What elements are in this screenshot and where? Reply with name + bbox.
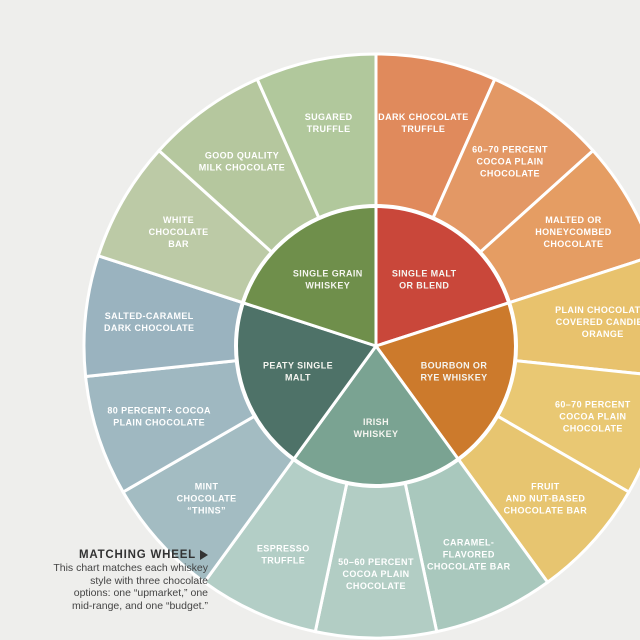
chocolate-label-line: CHOCOLATE [563, 423, 623, 433]
chocolate-label-line: 80 PERCENT+ COCOA [107, 405, 211, 415]
chocolate-label-line: AND NUT-BASED [506, 494, 586, 504]
chocolate-label-line: FLAVORED [443, 549, 495, 559]
chocolate-label-line: ORANGE [582, 329, 624, 339]
chocolate-label-line: CHOCOLATE [177, 494, 237, 504]
whiskey-label: SINGLE MALT OR BLEND [392, 269, 457, 291]
chocolate-label-line: CHOCOLATE BAR [504, 506, 588, 516]
whiskey-label: PEATY SINGLE MALT [263, 360, 333, 382]
chocolate-label-line: DARK CHOCOLATE [378, 112, 468, 122]
chocolate-label: ESPRESSO TRUFFLE [257, 543, 310, 565]
whiskey-label-line: WHISKEY [354, 429, 399, 439]
chocolate-label-line: COVERED CANDIED [556, 317, 640, 327]
chocolate-label-line: 50–60 PERCENT [338, 557, 414, 567]
chocolate-label-line: MINT [195, 482, 219, 492]
chocolate-label-line: PLAIN CHOCOLATE [113, 417, 205, 427]
chocolate-label: 60–70 PERCENT COCOA PLAIN CHOCOLATE [555, 399, 631, 433]
caption-title: MATCHING WHEEL [78, 549, 196, 561]
chocolate-label-line: BAR [168, 239, 189, 249]
chocolate-label-line: COCOA PLAIN [559, 411, 626, 421]
chocolate-label: SALTED-CARAMEL DARK CHOCOLATE [104, 311, 194, 333]
whiskey-label-line: PEATY SINGLE [263, 360, 333, 370]
caption-line: options: one “upmarket,” one [73, 587, 208, 599]
caption-line: This chart matches each whiskey [53, 562, 208, 574]
chocolate-label-line: CHOCOLATE [480, 169, 540, 179]
chocolate-label: PLAIN CHOCOLATE- COVERED CANDIED ORANGE [555, 305, 640, 339]
chocolate-label: FRUIT AND NUT-BASED CHOCOLATE BAR [504, 482, 588, 516]
chocolate-label: DARK CHOCOLATE TRUFFLE [378, 112, 468, 134]
chocolate-label: CARAMEL- FLAVORED CHOCOLATE BAR [427, 537, 511, 571]
chocolate-label-line: CHOCOLATE [346, 581, 406, 591]
whiskey-label-line: MALT [285, 372, 311, 382]
chocolate-label: WHITE CHOCOLATE BAR [149, 215, 209, 249]
whiskey-label-line: BOURBON OR [421, 360, 488, 370]
chocolate-label-line: COCOA PLAIN [342, 569, 409, 579]
chocolate-label-line: SUGARED [305, 112, 353, 122]
chocolate-label-line: CHOCOLATE [149, 227, 209, 237]
chocolate-label-line: FRUIT [531, 482, 560, 492]
whiskey-label-line: SINGLE MALT [392, 269, 457, 279]
chocolate-label-line: CHOCOLATE [543, 239, 603, 249]
chocolate-label-line: WHITE [163, 215, 194, 225]
caption-title-row: MATCHING WHEEL [18, 549, 208, 561]
chocolate-label: MINT CHOCOLATE “THINS” [177, 482, 237, 516]
caption-line: mid-range, and one “budget.” [71, 599, 208, 612]
whiskey-label-line: OR BLEND [399, 281, 449, 291]
chocolate-label-line: SALTED-CARAMEL [105, 311, 194, 321]
chocolate-label-line: TRUFFLE [402, 124, 446, 134]
chocolate-label: 60–70 PERCENT COCOA PLAIN CHOCOLATE [472, 145, 548, 179]
caption-body: This chart matches each whiskey style wi… [18, 562, 208, 612]
chocolate-label: 80 PERCENT+ COCOA PLAIN CHOCOLATE [107, 405, 211, 427]
caption: MATCHING WHEEL This chart matches each w… [18, 549, 208, 612]
chocolate-label-line: TRUFFLE [307, 124, 351, 134]
chocolate-label-line: 60–70 PERCENT [555, 399, 631, 409]
chocolate-label-line: HONEYCOMBED [535, 227, 612, 237]
caption-line: style with three chocolate [90, 574, 208, 587]
chocolate-label-line: CARAMEL- [443, 537, 494, 547]
whiskey-label: IRISH WHISKEY [354, 417, 399, 439]
whiskey-label-line: WHISKEY [305, 281, 350, 291]
whiskey-label: BOURBON OR RYE WHISKEY [420, 360, 487, 382]
chocolate-label-line: TRUFFLE [261, 555, 305, 565]
chocolate-label-line: COCOA PLAIN [476, 157, 543, 167]
chocolate-label-line: ESPRESSO [257, 543, 310, 553]
chocolate-label-line: CHOCOLATE BAR [427, 561, 511, 571]
chocolate-label-line: MALTED OR [545, 215, 602, 225]
chocolate-label-line: MILK CHOCOLATE [199, 163, 285, 173]
chocolate-label: GOOD QUALITY MILK CHOCOLATE [199, 151, 285, 173]
inner-ring [234, 204, 518, 488]
whiskey-label-line: SINGLE GRAIN [293, 269, 363, 279]
whiskey-label: SINGLE GRAIN WHISKEY [293, 269, 363, 291]
chocolate-label-line: 60–70 PERCENT [472, 145, 548, 155]
chocolate-label-line: “THINS” [187, 506, 226, 516]
chocolate-label: 50–60 PERCENT COCOA PLAIN CHOCOLATE [338, 557, 414, 591]
whiskey-label-line: IRISH [363, 417, 389, 427]
chocolate-label: SUGARED TRUFFLE [305, 112, 353, 134]
right-triangle-icon [200, 550, 208, 560]
chocolate-label-line: DARK CHOCOLATE [104, 323, 194, 333]
chocolate-label-line: PLAIN CHOCOLATE- [555, 305, 640, 315]
chocolate-label-line: GOOD QUALITY [205, 151, 279, 161]
whiskey-label-line: RYE WHISKEY [420, 372, 487, 382]
chocolate-label: MALTED OR HONEYCOMBED CHOCOLATE [535, 215, 612, 249]
